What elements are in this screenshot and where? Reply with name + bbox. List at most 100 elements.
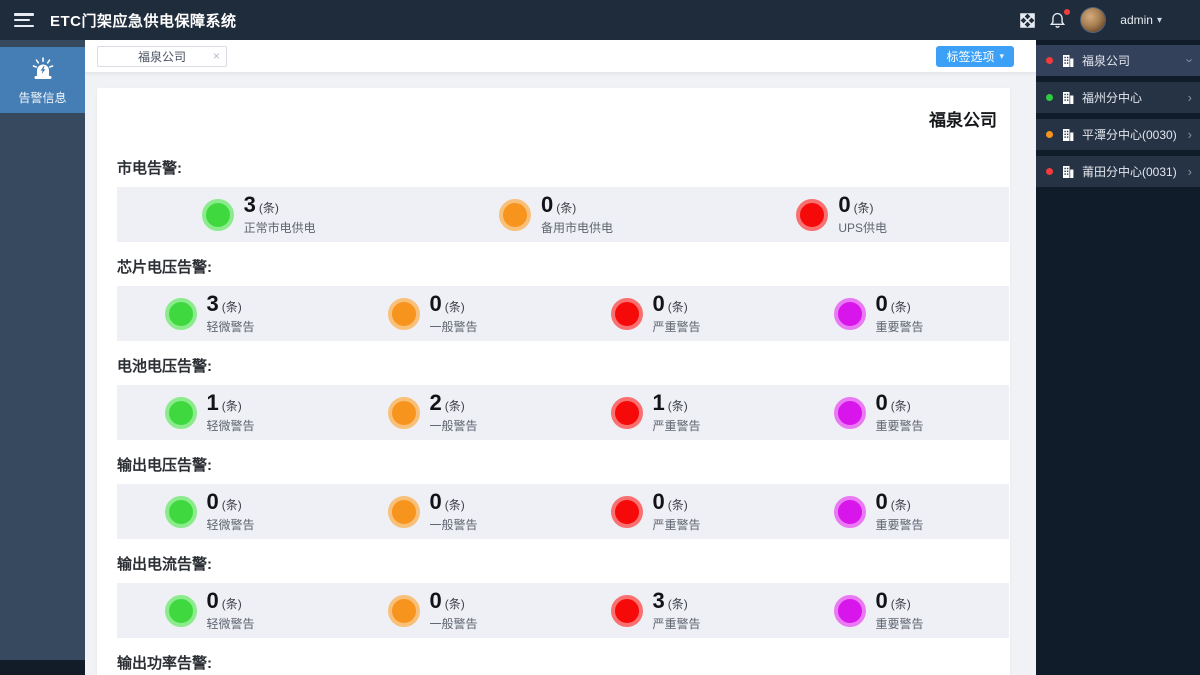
alarm-unit: (条) [853,200,874,215]
sidebar-item-alarm-info[interactable]: 告警信息 [0,47,85,113]
alarm-section: 电池电压告警: 1 (条) 轻微警告 2 (条) 一般警告 1 (条) [117,355,1009,440]
indicator-text: 0 (条) 重要警告 [875,587,962,632]
status-circle [164,297,197,330]
alarm-count: 0 [652,290,665,316]
section-heading: 芯片电压告警: [117,259,212,276]
user-caret-icon: ▾ [1156,14,1162,26]
alarm-unit: (条) [221,497,242,512]
alarm-indicator: 1 (条) 轻微警告 [117,389,340,434]
section-heading: 电池电压告警: [117,358,212,375]
alarm-count: 1 [206,389,219,415]
alarm-label: UPS供电 [838,220,887,235]
indicator-text: 1 (条) 轻微警告 [206,389,293,434]
alarm-label: 轻微警告 [206,418,255,433]
alarm-indicator: 0 (条) 重要警告 [786,587,1009,632]
tag-close-icon[interactable]: × [212,48,220,63]
alarm-section: 输出电流告警: 0 (条) 轻微警告 0 (条) 一般警告 3 (条) [117,553,1009,638]
alarm-label: 重要警告 [875,616,924,631]
fullscreen-icon[interactable] [1020,12,1036,28]
main-area: 福泉公司 × 标签选项 ▾ 福泉公司 市电告警: 3 (条) 正常市电供电 [85,40,1036,675]
alarm-count: 0 [875,587,888,613]
indicator-text: 1 (条) 严重警告 [653,391,739,434]
hamburger-menu-icon[interactable] [14,13,34,27]
alarm-label: 一般警告 [429,418,478,433]
status-circle [201,198,234,231]
section-heading: 市电告警: [117,160,182,177]
alarm-count: 0 [206,488,219,514]
alarm-count: 0 [838,191,851,217]
alarm-unit: (条) [890,596,911,611]
status-circle [387,297,420,330]
org-list-item[interactable]: 福州分中心 › [1036,82,1200,113]
alarm-unit: (条) [444,596,465,611]
user-name: admin [1120,13,1153,27]
status-circle [833,396,866,429]
status-circle [387,396,420,429]
alarm-label: 一般警告 [429,616,478,631]
alarm-section: 市电告警: 3 (条) 正常市电供电 0 (条) 备用市电供电 0 (条) [117,157,1009,242]
section-row: 0 (条) 轻微警告 0 (条) 一般警告 3 (条) 严重警告 [117,583,1009,638]
alarm-label: 轻微警告 [206,616,255,631]
alarm-label: 正常市电供电 [243,220,316,235]
alarm-count: 3 [206,290,219,316]
section-row: 1 (条) 轻微警告 2 (条) 一般警告 1 (条) 严重警告 [117,385,1009,440]
indicator-text: 0 (条) 轻微警告 [206,488,293,533]
org-list-item[interactable]: 福泉公司 › [1036,45,1200,76]
alarm-label: 重要警告 [875,319,924,334]
alarm-section: 输出电压告警: 0 (条) 轻微警告 0 (条) 一般警告 0 (条) [117,454,1009,539]
notification-bell-icon[interactable] [1049,8,1071,29]
indicator-text: 0 (条) 严重警告 [652,290,739,335]
org-label: 平潭分中心(0030) [1082,128,1177,142]
org-list-item[interactable]: 平潭分中心(0030) › [1036,119,1200,150]
alarm-count: 2 [429,389,442,415]
indicator-text: 0 (条) 重要警告 [875,488,962,533]
indicator-text: 3 (条) 正常市电供电 [243,193,330,236]
alarm-indicator: 0 (条) 轻微警告 [117,488,340,533]
alarm-unit: (条) [221,596,242,611]
alarm-count: 0 [429,587,442,613]
alarm-indicator: 0 (条) 重要警告 [786,292,1009,335]
alarm-indicator: 0 (条) 重要警告 [786,488,1009,533]
building-icon [1061,91,1075,105]
section-heading: 输出功率告警: [117,655,212,672]
alarm-label: 一般警告 [429,319,478,334]
status-circle [164,495,197,528]
alarm-indicator: 0 (条) 严重警告 [563,490,786,533]
indicator-text: 2 (条) 一般警告 [429,389,516,434]
alarm-label: 严重警告 [652,517,701,532]
section-row: 3 (条) 轻微警告 0 (条) 一般警告 0 (条) 严重警告 [117,286,1009,341]
alarm-label: 重要警告 [875,517,924,532]
alarm-label: 轻微警告 [206,517,255,532]
alarm-indicator: 0 (条) 严重警告 [563,290,786,335]
user-menu[interactable]: admin ▾ [1120,13,1162,27]
tag-options-button[interactable]: 标签选项 ▾ [936,45,1014,67]
alarm-unit: (条) [667,497,688,512]
indicator-text: 0 (条) UPS供电 [838,191,924,236]
status-circle [833,297,866,330]
section-row: 0 (条) 轻微警告 0 (条) 一般警告 0 (条) 严重警告 [117,484,1009,539]
alarm-count: 0 [429,488,442,514]
alarm-count: 0 [875,389,888,415]
alarm-count: 0 [875,488,888,514]
status-dot [1046,131,1053,138]
user-avatar[interactable] [1080,7,1107,33]
alarm-section: 输出功率告警: 0 (条) 轻微警告 1 (条) 一般警告 1 (条) [117,652,1009,675]
section-row: 3 (条) 正常市电供电 0 (条) 备用市电供电 0 (条) UPS供电 [117,187,1009,242]
indicator-text: 0 (条) 轻微警告 [206,589,293,632]
indicator-text: 3 (条) 轻微警告 [206,290,293,335]
status-dot [1046,168,1053,175]
alarm-unit: (条) [258,200,279,215]
tag-chip[interactable]: 福泉公司 × [97,45,227,67]
alarm-indicator: 0 (条) UPS供电 [712,191,1009,236]
indicator-text: 0 (条) 重要警告 [875,389,962,434]
indicator-text: 0 (条) 一般警告 [429,488,516,533]
org-list-item[interactable]: 莆田分中心(0031) › [1036,156,1200,187]
alarm-count: 3 [652,587,665,613]
org-label: 福泉公司 [1082,54,1131,68]
alarm-indicator: 3 (条) 轻微警告 [117,290,340,335]
section-heading: 输出电压告警: [117,457,212,474]
status-circle [387,594,420,627]
alarm-indicator: 0 (条) 一般警告 [340,488,563,533]
alarm-unit: (条) [890,398,911,413]
